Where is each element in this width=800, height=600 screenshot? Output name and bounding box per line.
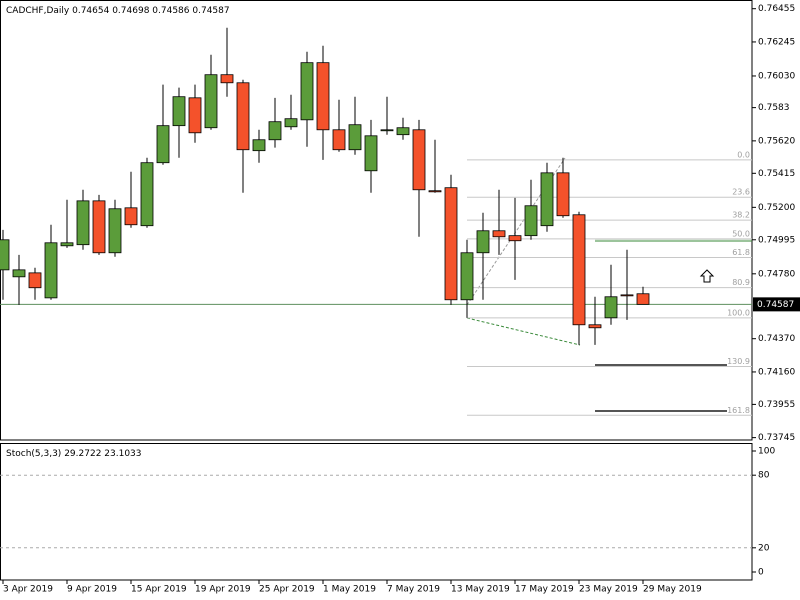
trend-line xyxy=(466,317,581,346)
fib-label: 80.9 xyxy=(732,278,750,287)
x-tick-label: 25 Apr 2019 xyxy=(259,585,315,595)
bid-label-box xyxy=(753,297,800,312)
candle-body xyxy=(220,74,234,84)
x-tick-label: 29 May 2019 xyxy=(643,585,702,595)
header-high: 0.74698 xyxy=(112,6,149,16)
x-tick-label: 23 May 2019 xyxy=(579,585,638,595)
candle-body xyxy=(332,129,346,151)
candle-body xyxy=(172,96,186,127)
candle-body xyxy=(620,294,634,297)
candle-body xyxy=(284,118,298,128)
candle-body xyxy=(268,121,282,141)
candle-body xyxy=(524,205,538,237)
candle-body xyxy=(204,74,218,129)
candle-body xyxy=(300,62,314,121)
candle-body xyxy=(0,239,10,271)
x-tick-label: 9 Apr 2019 xyxy=(67,585,117,595)
candle-body xyxy=(12,269,26,278)
y-tick-label: 0.74370 xyxy=(758,334,795,344)
y-tick-label: 20 xyxy=(758,543,770,553)
candle-body xyxy=(188,97,202,134)
candle-body xyxy=(428,190,442,193)
y-tick-label: 80 xyxy=(758,471,770,481)
candle-body xyxy=(236,82,250,151)
candle-body xyxy=(588,324,602,329)
candle-body xyxy=(316,62,330,131)
y-tick-label: 100 xyxy=(758,446,775,456)
fib-label: 50.0 xyxy=(732,229,750,238)
x-tick-label: 3 Apr 2019 xyxy=(3,585,53,595)
header-close: 0.74587 xyxy=(192,6,229,16)
x-tick-label: 1 May 2019 xyxy=(323,585,376,595)
candle-body xyxy=(108,208,122,254)
x-tick-label: 17 May 2019 xyxy=(515,585,574,595)
candle-body xyxy=(124,207,138,226)
y-tick-label: 0.75620 xyxy=(758,136,795,146)
x-tick-label: 7 May 2019 xyxy=(387,585,440,595)
fib-label: 161.8 xyxy=(727,406,750,415)
stoch-signal-value: 23.1033 xyxy=(104,449,141,459)
y-tick-label: 0.73745 xyxy=(758,433,795,443)
main-plot: 0.0 23.6 38.2 50.0 61.8 80.9 100.0 130.9 161.8 xyxy=(0,27,752,416)
candle-body xyxy=(412,129,426,191)
fib-label: 61.8 xyxy=(732,248,750,257)
stoch-main-value: 29.2722 xyxy=(64,449,101,459)
y-tick-label: 0.74995 xyxy=(758,235,795,245)
candle-body xyxy=(476,230,490,254)
y-tick-label: 0.75415 xyxy=(758,169,795,179)
stoch-pane xyxy=(0,443,753,581)
candle-body xyxy=(636,293,650,305)
candle-body xyxy=(28,272,42,289)
candle-body xyxy=(444,187,458,301)
fib-label: 23.6 xyxy=(732,188,750,197)
candle-body xyxy=(348,124,362,151)
candle-body xyxy=(380,129,394,132)
fib-label: 130.9 xyxy=(727,357,750,366)
y-tick-label: 0 xyxy=(758,568,764,578)
candle-body xyxy=(492,230,506,238)
candle-body xyxy=(540,172,554,227)
x-tick-label: 13 May 2019 xyxy=(451,585,510,595)
y-tick-label: 0.76030 xyxy=(758,71,795,81)
stoch-name: Stoch(5,3,3) xyxy=(6,449,61,459)
candle-body xyxy=(572,214,586,326)
arrow-icon xyxy=(699,269,715,283)
candle-body xyxy=(364,135,378,172)
header-open: 0.74654 xyxy=(72,6,109,16)
x-tick-label: 19 Apr 2019 xyxy=(195,585,251,595)
header-low: 0.74586 xyxy=(152,6,189,16)
y-tick-label: 0.76455 xyxy=(758,4,795,14)
stoch-plot xyxy=(0,474,752,549)
candle-body xyxy=(508,235,522,242)
candle-body xyxy=(92,200,106,254)
candle-body xyxy=(60,242,74,247)
x-tick-label: 15 Apr 2019 xyxy=(131,585,187,595)
candle-body xyxy=(460,252,474,301)
bid-label: 0.74587 xyxy=(757,300,794,310)
candle-body xyxy=(252,139,266,152)
y-tick-label: 0.75200 xyxy=(758,203,795,213)
y-tick-label: 0.74780 xyxy=(758,269,795,279)
symbol: CADCHF,Daily xyxy=(6,6,70,16)
candle-body xyxy=(76,200,90,246)
y-tick-label: 0.76245 xyxy=(758,37,795,47)
y-tick-label: 0.7583 xyxy=(758,103,790,113)
stoch-title: Stoch(5,3,3) 29.2722 23.1033 xyxy=(6,449,142,459)
chart-title: CADCHF,Daily 0.74654 0.74698 0.74586 0.7… xyxy=(6,6,230,16)
candle-body xyxy=(140,162,154,227)
candle-body xyxy=(156,125,170,164)
candle-body xyxy=(556,172,570,217)
y-tick-label: 0.74160 xyxy=(758,367,795,377)
candle-body xyxy=(604,296,618,319)
fib-label: 100.0 xyxy=(727,308,750,317)
candle-body xyxy=(396,127,410,136)
y-tick-label: 0.73955 xyxy=(758,400,795,410)
candle-body xyxy=(44,242,58,299)
fib-label: 0.0 xyxy=(737,150,750,159)
fib-label: 38.2 xyxy=(732,211,750,220)
